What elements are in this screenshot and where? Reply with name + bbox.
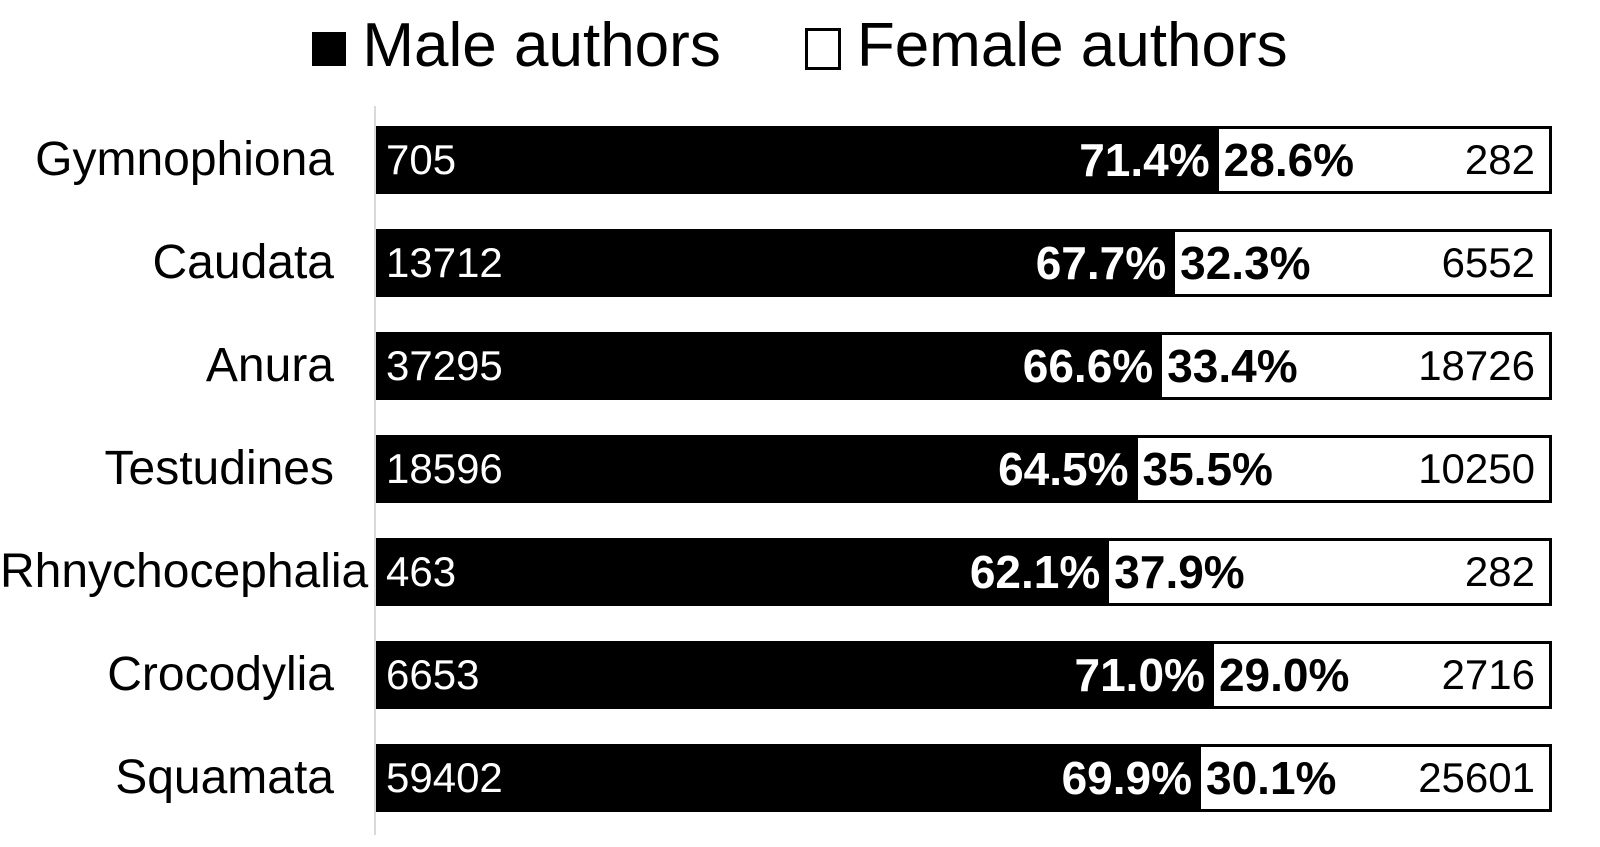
female-bar-segment: 30.1% 25601 [1198,743,1552,812]
female-percent-label: 32.3% [1180,236,1311,289]
chart-row-caudata: Caudata 13712 67.7% 32.3% 6552 [0,211,1600,314]
category-label: Caudata [152,236,334,289]
female-bar-segment: 35.5% 10250 [1134,434,1552,503]
female-bar-segment: 32.3% 6552 [1172,228,1552,297]
female-percent-label: 33.4% [1167,339,1298,392]
male-bar-segment: 37295 66.6% [376,331,1160,400]
male-count-label: 463 [386,547,457,595]
male-count-label: 6653 [386,650,480,698]
female-percent-label: 37.9% [1114,545,1245,598]
male-percent-label: 64.5% [998,442,1129,495]
male-swatch-icon [312,32,347,66]
male-count-label: 18596 [386,444,503,492]
female-bar-segment: 29.0% 2716 [1210,640,1552,709]
male-percent-label: 71.4% [1079,133,1210,186]
male-count-label: 705 [386,135,457,183]
male-bar-segment: 13712 67.7% [376,228,1173,297]
chart-area: Gymnophiona 705 71.4% 28.6% 282 Caudata 13712 6… [0,92,1600,835]
male-count-label: 13712 [386,238,503,286]
legend-item-female: Female authors [804,11,1288,80]
male-percent-label: 67.7% [1035,236,1167,289]
legend-label-female: Female authors [856,11,1288,80]
female-bar-segment: 28.6% 282 [1215,125,1552,194]
category-label: Gymnophiona [35,133,334,186]
female-count-label: 10250 [1418,444,1535,492]
male-percent-label: 66.6% [1022,339,1154,392]
female-count-label: 18726 [1418,341,1535,389]
female-percent-label: 35.5% [1142,442,1273,495]
female-count-label: 2716 [1441,650,1535,698]
category-label: Anura [205,339,334,392]
female-percent-label: 28.6% [1223,133,1355,186]
male-percent-label: 69.9% [1061,751,1193,804]
female-bar-segment: 33.4% 18726 [1159,331,1552,400]
male-bar-segment: 59402 69.9% [376,743,1199,812]
female-count-label: 6552 [1441,238,1535,286]
male-bar-segment: 18596 64.5% [376,434,1135,503]
male-count-label: 37295 [386,341,503,389]
y-axis-line [374,106,376,835]
bar-caudata: 13712 67.7% 32.3% 6552 [376,228,1552,297]
bar-anura: 37295 66.6% 33.4% 18726 [376,331,1552,400]
female-bar-segment: 37.9% 282 [1106,537,1552,606]
chart-legend: Male authors Female authors [0,0,1600,92]
category-label: Crocodylia [107,648,334,701]
bar-crocodylia: 6653 71.0% 29.0% 2716 [376,640,1552,709]
female-percent-label: 30.1% [1206,751,1337,804]
chart-row-gymnophiona: Gymnophiona 705 71.4% 28.6% 282 [0,108,1600,211]
male-percent-label: 62.1% [969,545,1101,598]
female-count-label: 25601 [1418,753,1535,801]
female-count-label: 282 [1464,547,1535,595]
bar-rhnychocephalia: 463 62.1% 37.9% 282 [376,537,1552,606]
chart-row-anura: Anura 37295 66.6% 33.4% 18726 [0,314,1600,417]
bar-gymnophiona: 705 71.4% 28.6% 282 [376,125,1552,194]
category-label: Squamata [115,751,334,804]
chart-row-rhnychocephalia: Rhnychocephalia 463 62.1% 37.9% 282 [0,520,1600,623]
bar-squamata: 59402 69.9% 30.1% 25601 [376,743,1552,812]
male-count-label: 59402 [386,753,503,801]
female-swatch-icon [804,28,841,70]
category-label: Testudines [104,442,334,495]
male-percent-label: 71.0% [1074,648,1205,701]
legend-label-male: Male authors [362,11,721,80]
bar-rows: Gymnophiona 705 71.4% 28.6% 282 Caudata 13712 6… [0,92,1600,829]
bar-testudines: 18596 64.5% 35.5% 10250 [376,434,1552,503]
female-percent-label: 29.0% [1218,648,1350,701]
legend-item-male: Male authors [312,11,721,80]
male-bar-segment: 463 62.1% [376,537,1107,606]
female-count-label: 282 [1464,135,1535,183]
category-label: Rhnychocephalia [0,545,369,598]
chart-row-testudines: Testudines 18596 64.5% 35.5% 10250 [0,417,1600,520]
male-bar-segment: 6653 71.0% [376,640,1211,709]
male-bar-segment: 705 71.4% [376,125,1216,194]
chart-row-crocodylia: Crocodylia 6653 71.0% 29.0% 2716 [0,623,1600,726]
chart-row-squamata: Squamata 59402 69.9% 30.1% 25601 [0,726,1600,829]
